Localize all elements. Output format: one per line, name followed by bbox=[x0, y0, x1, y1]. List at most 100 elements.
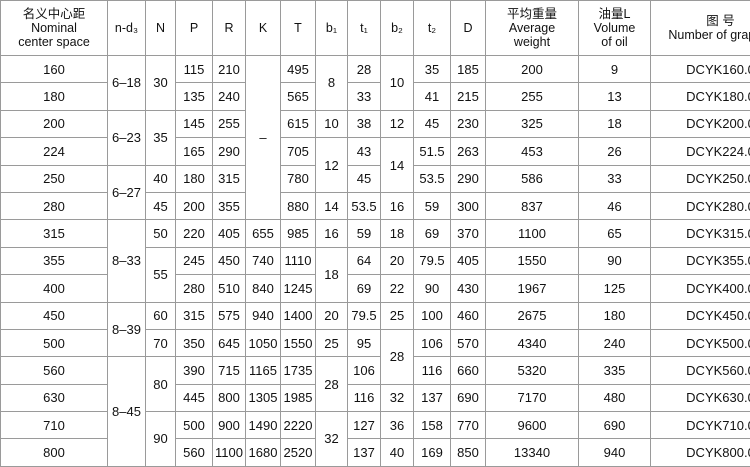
header-cell: b₂ bbox=[380, 0, 414, 56]
header-cell: N bbox=[145, 0, 176, 56]
table-cell: DCYK630.0 bbox=[650, 383, 750, 413]
table-cell: 500 bbox=[0, 328, 108, 358]
table-cell: 28 bbox=[315, 356, 348, 413]
table-row: 280 45 200 355 880 14 53.5 16 59 300 837 46 DCYK280.… bbox=[0, 191, 750, 221]
table-cell: 40 bbox=[145, 164, 176, 193]
table-cell: 137 bbox=[413, 383, 451, 413]
table-cell: 280 bbox=[0, 191, 108, 221]
table-cell: 200 bbox=[175, 191, 213, 221]
table-row: 224 165 290 705 12 43 14 51.5 263 453 26 DCYK224.0 bbox=[0, 137, 750, 193]
table-cell: 70 bbox=[145, 328, 176, 358]
table-cell: 35 bbox=[413, 54, 451, 84]
table-cell: 453 bbox=[485, 137, 579, 166]
table-cell: 350 bbox=[175, 328, 213, 358]
table-cell: 14 bbox=[315, 191, 348, 221]
header-cell: 图 号 Number of graph n bbox=[650, 0, 750, 56]
table-cell: 125 bbox=[578, 274, 651, 303]
table-cell: 53.5 bbox=[347, 191, 381, 221]
table-cell: 35 bbox=[145, 109, 176, 166]
table-cell: 106 bbox=[347, 356, 381, 385]
table-cell: 20 bbox=[315, 301, 348, 330]
table-cell: 565 bbox=[280, 82, 316, 111]
table-cell: 180 bbox=[175, 164, 213, 193]
table-cell: 210 bbox=[212, 54, 246, 84]
table-cell: 370 bbox=[450, 219, 486, 248]
table-cell: 900 bbox=[212, 411, 246, 440]
table-row: 500 70 350 645 1050 1550 25 95 28 106 570 4340 240 DC… bbox=[0, 328, 750, 385]
table-cell: 9600 bbox=[485, 411, 579, 440]
table-cell: 9 bbox=[578, 54, 651, 84]
table-cell: 38 bbox=[347, 109, 381, 139]
table-cell: 800 bbox=[212, 383, 246, 413]
table-cell: 985 bbox=[280, 219, 316, 248]
table-cell: 14 bbox=[380, 137, 414, 193]
table-cell: 65 bbox=[578, 219, 651, 248]
table-cell: 705 bbox=[280, 137, 316, 166]
table-cell: 180 bbox=[578, 301, 651, 330]
table-cell: 560 bbox=[0, 356, 108, 385]
table-cell: 355 bbox=[212, 191, 246, 221]
table-cell: 355 bbox=[0, 246, 108, 276]
table-cell: 69 bbox=[413, 219, 451, 248]
table-cell: 220 bbox=[175, 219, 213, 248]
table-cell: 200 bbox=[0, 109, 108, 139]
header-cell: 油量L Volume of oil bbox=[578, 0, 651, 56]
table-cell: 315 bbox=[212, 164, 246, 193]
header-cell: t₁ bbox=[347, 0, 381, 56]
table-row: 710 90 500 900 1490 2220 32 127 36 158 770 9600 690 D… bbox=[0, 411, 750, 467]
table-cell: 8–33 bbox=[107, 219, 146, 303]
header-cell: b₁ bbox=[315, 0, 348, 56]
table-cell: 660 bbox=[450, 356, 486, 385]
table-cell: 1245 bbox=[280, 274, 316, 303]
table-row: 355 55 245 450 740 1110 18 64 20 79.5 405 1550 90 DCY… bbox=[0, 246, 750, 303]
table-cell: 69 bbox=[347, 274, 381, 303]
table-cell: 430 bbox=[450, 274, 486, 303]
table-cell: 8–39 bbox=[107, 301, 146, 358]
table-cell: 710 bbox=[0, 411, 108, 440]
table-cell: 59 bbox=[413, 191, 451, 221]
table-cell: 28 bbox=[347, 54, 381, 84]
table-cell: 450 bbox=[212, 246, 246, 276]
table-cell: 1985 bbox=[280, 383, 316, 413]
table-cell: 770 bbox=[450, 411, 486, 440]
table-cell: 840 bbox=[245, 274, 281, 303]
table-cell: DCYK560.0 bbox=[650, 356, 750, 385]
table-cell: 1100 bbox=[485, 219, 579, 248]
table-cell: 586 bbox=[485, 164, 579, 193]
table-cell: 940 bbox=[245, 301, 281, 330]
table-cell: 158 bbox=[413, 411, 451, 440]
table-cell: 315 bbox=[175, 301, 213, 330]
table-cell: 940 bbox=[578, 438, 651, 467]
table-cell: 500 bbox=[175, 411, 213, 440]
table-cell: 40 bbox=[380, 438, 414, 467]
table-cell: 495 bbox=[280, 54, 316, 84]
table-cell: 8–45 bbox=[107, 356, 146, 467]
table-cell: 1400 bbox=[280, 301, 316, 330]
table-cell: 325 bbox=[485, 109, 579, 139]
table-cell: 250 bbox=[0, 164, 108, 193]
table-cell: DCYK280.0 bbox=[650, 191, 750, 221]
table-row: 200 6–23 35 145 255 615 10 38 12 45 230 325 18 DCYK20… bbox=[0, 109, 750, 166]
table-cell: 41 bbox=[413, 82, 451, 111]
table-cell: DCYK450.0 bbox=[650, 301, 750, 330]
table-cell: DCYK250.0 bbox=[650, 164, 750, 193]
table-cell: 240 bbox=[578, 328, 651, 358]
table-cell: 510 bbox=[212, 274, 246, 303]
table-cell: 16 bbox=[315, 219, 348, 248]
table-cell: 880 bbox=[280, 191, 316, 221]
table-cell: 1550 bbox=[280, 328, 316, 358]
table-cell: 1050 bbox=[245, 328, 281, 358]
table-cell: 400 bbox=[0, 274, 108, 303]
table-cell: 315 bbox=[0, 219, 108, 248]
table-cell: 800 bbox=[0, 438, 108, 467]
table-cell: 405 bbox=[450, 246, 486, 276]
table-cell: 6–23 bbox=[107, 109, 146, 166]
table-row: 450 8–39 60 315 575 940 1400 20 79.5 25 100 460 2675… bbox=[0, 301, 750, 358]
table-cell: 45 bbox=[347, 164, 381, 193]
table-cell: 460 bbox=[450, 301, 486, 330]
table-cell: 7170 bbox=[485, 383, 579, 413]
header-cell: R bbox=[212, 0, 246, 56]
table-cell: 740 bbox=[245, 246, 281, 276]
